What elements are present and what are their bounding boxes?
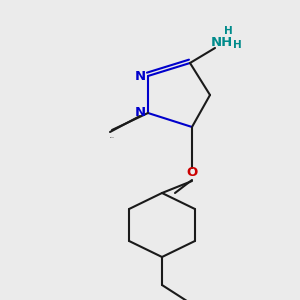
Text: H: H — [232, 40, 242, 50]
Text: NH: NH — [211, 35, 233, 49]
Text: N: N — [134, 106, 146, 119]
Text: O: O — [186, 167, 198, 179]
Text: methyl: methyl — [110, 137, 115, 138]
Text: H: H — [224, 26, 232, 36]
Text: N: N — [134, 70, 146, 83]
